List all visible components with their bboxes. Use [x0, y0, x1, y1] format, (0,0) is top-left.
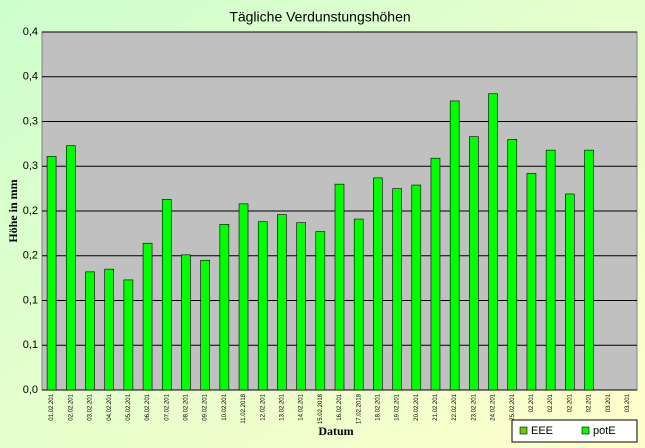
x-tick-label: 02.201	[548, 393, 554, 412]
y-tick-label: 0,4	[23, 71, 38, 83]
x-tick-label: 02.201	[567, 393, 573, 412]
bar	[219, 224, 230, 391]
bar	[257, 221, 268, 391]
y-tick-label: 0,1	[23, 294, 38, 306]
legend-swatch	[581, 426, 590, 435]
bar	[545, 149, 556, 391]
y-tick-label: 0,4	[23, 26, 38, 38]
x-tick-label: 21.02.201	[433, 393, 439, 420]
x-tick-label: 04.02.201	[107, 393, 113, 420]
x-tick-label: 23.02.201	[471, 393, 477, 420]
bar	[104, 268, 114, 391]
y-tick-label: 0,1	[23, 339, 38, 351]
bar	[142, 242, 153, 391]
y-tick-label: 0,2	[23, 205, 38, 217]
x-tick-label: 02.201	[587, 393, 593, 412]
bar	[430, 157, 441, 391]
x-tick-label: 03.201	[606, 393, 612, 412]
x-tick-label: 03.02.201	[88, 393, 94, 420]
legend-label: potE	[593, 425, 616, 437]
bar	[449, 100, 460, 391]
x-tick-label: 07.02.201	[164, 393, 170, 420]
x-tick-label: 01.02.201	[49, 393, 55, 420]
x-tick-label: 18.02.201	[375, 393, 381, 420]
x-tick-label: 24.02.201	[491, 393, 497, 420]
bar	[296, 222, 306, 391]
bar	[238, 203, 249, 391]
x-tick-label: 09.02.201	[203, 393, 209, 420]
legend-label: EEE	[531, 425, 553, 437]
bar	[315, 231, 326, 391]
x-tick-label: 16.02.201	[337, 393, 343, 420]
x-tick-label: 06.02.201	[145, 393, 151, 420]
y-tick-label: 0,3	[23, 160, 38, 172]
y-tick-label: 0,2	[23, 250, 38, 262]
x-tick-label: 22.02.201	[452, 393, 458, 420]
bar	[181, 254, 191, 391]
bar	[392, 188, 402, 391]
x-tick-label: 05.02.201	[126, 393, 132, 420]
bar	[85, 271, 95, 391]
x-tick-label: 13.02.201	[279, 393, 285, 420]
bar	[488, 93, 498, 391]
x-tick-label: 11.02.2018	[241, 393, 247, 423]
x-tick-label: 19.02.201	[395, 393, 401, 420]
bar	[373, 177, 383, 391]
x-tick-label: 25.02.201	[510, 393, 516, 420]
x-tick-label: 12.02.201	[260, 393, 266, 420]
x-tick-label: 17.02.2018	[356, 393, 362, 424]
bar	[46, 156, 57, 391]
bar	[161, 199, 172, 391]
bar	[565, 193, 575, 391]
chart-title: Tägliche Verdunstungshöhen	[229, 9, 410, 25]
x-axis-label: Datum	[318, 424, 353, 438]
bar	[469, 136, 479, 391]
bar	[526, 173, 537, 391]
x-tick-label: 20.02.201	[414, 393, 420, 420]
x-tick-label: 02.02.201	[68, 393, 74, 420]
y-tick-label: 0,3	[23, 115, 38, 127]
x-tick-label: 15.02.2018	[318, 393, 324, 424]
y-axis-label: Höhe in mm	[6, 179, 20, 242]
bar	[334, 183, 345, 391]
legend	[511, 419, 638, 443]
bar	[65, 145, 76, 391]
bar	[200, 259, 210, 391]
bar	[507, 139, 518, 391]
y-tick-label: 0,0	[23, 384, 38, 396]
x-tick-label: 10.02.201	[222, 393, 228, 420]
legend-swatch	[519, 426, 528, 435]
x-tick-label: 03.201	[625, 393, 631, 412]
x-tick-label: 08.02.201	[184, 393, 190, 420]
bar	[584, 149, 594, 391]
bar	[277, 214, 287, 391]
x-tick-label: 14.02.201	[299, 393, 305, 420]
bar	[411, 184, 422, 391]
x-tick-label: 02.201	[529, 393, 535, 412]
bar	[123, 279, 134, 391]
bar	[353, 218, 364, 391]
